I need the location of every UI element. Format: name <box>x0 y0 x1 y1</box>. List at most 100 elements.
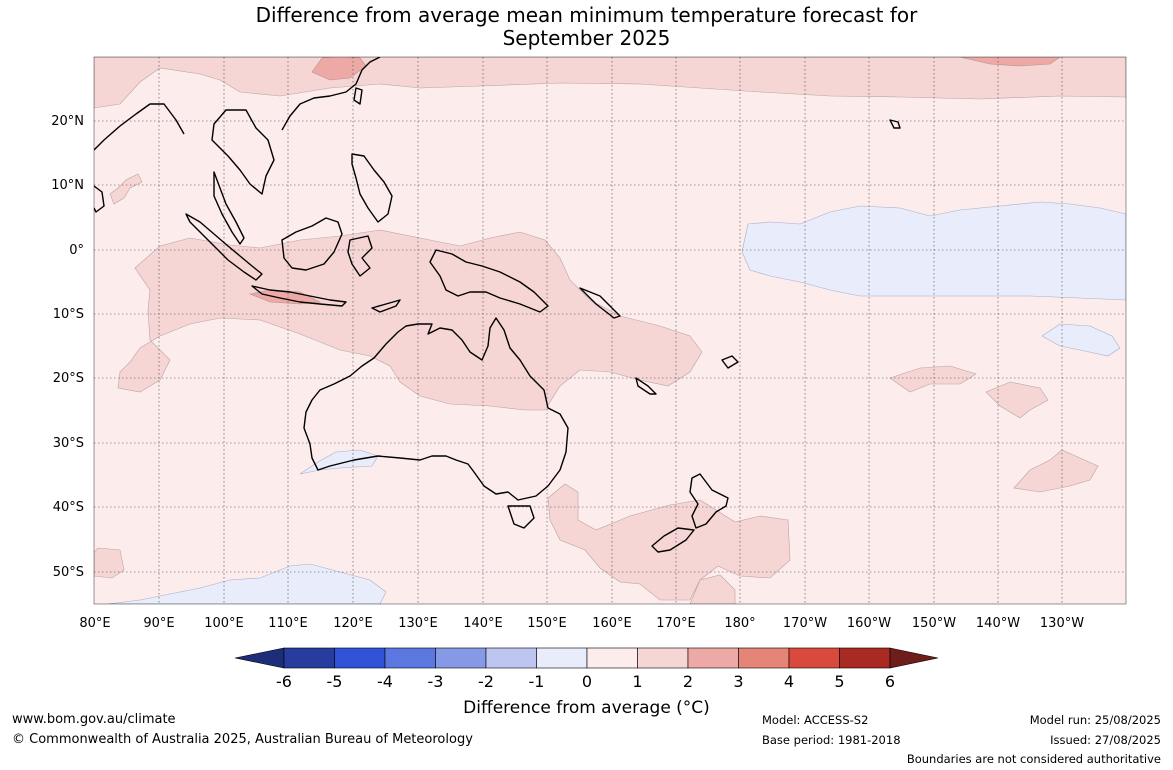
colorbar-segment <box>435 647 487 669</box>
colorbar-segment <box>839 647 891 669</box>
colorbar-segment <box>586 647 638 669</box>
lat-label: 10°S <box>53 307 84 322</box>
colorbar-under-arrow <box>234 647 285 669</box>
new-caledonia-coast <box>635 377 657 395</box>
hawaii-coast <box>889 119 901 129</box>
colorbar-segment <box>687 647 739 669</box>
colorbar-tick-label: -1 <box>529 672 545 691</box>
lon-label: 170°W <box>783 616 827 631</box>
colorbar-segment <box>536 647 588 669</box>
lat-label: 20°N <box>51 114 84 129</box>
colorbar-tick-label: 4 <box>784 672 794 691</box>
colorbar-segment <box>788 647 840 669</box>
colorbar-segment <box>738 647 790 669</box>
lon-label: 140°W <box>976 616 1020 631</box>
title-line-2: September 2025 <box>502 26 671 50</box>
new-guinea-coast <box>429 249 549 313</box>
sulawesi-coast <box>347 235 373 277</box>
colorbar-tick-label: -3 <box>428 672 444 691</box>
lat-label: 50°S <box>53 565 84 580</box>
website-text: www.bom.gov.au/climate <box>12 712 176 727</box>
colorbar-tick-label: -4 <box>377 672 393 691</box>
cool-region-pacific-small <box>1041 323 1121 357</box>
lon-label: 100°E <box>204 616 244 631</box>
forecast-map: 20°N 10°N 0° 10°S 20°S 30°S 40°S 50°S 80… <box>51 56 1127 691</box>
india-coast <box>94 103 185 151</box>
lon-label: 150°E <box>527 616 567 631</box>
lat-label: 10°N <box>51 178 84 193</box>
indochina-coast <box>211 109 275 195</box>
warm-region-maritime <box>117 229 703 411</box>
colorbar-segment <box>384 647 436 669</box>
colorbar-tick-label: -2 <box>478 672 494 691</box>
lon-label: 130°W <box>1040 616 1084 631</box>
colorbar-segment <box>283 647 335 669</box>
colorbar-tick-label: 1 <box>632 672 642 691</box>
map-title: Difference from average mean minimum tem… <box>0 4 1173 50</box>
lon-label: 150°W <box>912 616 956 631</box>
china-coast <box>281 57 381 131</box>
disclaimer-text: Boundaries are not considered authoritat… <box>906 752 1161 766</box>
latitude-labels: 20°N 10°N 0° 10°S 20°S 30°S 40°S 50°S <box>51 114 84 580</box>
sumatra-coast <box>185 213 263 281</box>
warm-region-pacific-2 <box>985 381 1049 419</box>
north-island-nz <box>689 473 729 529</box>
colorbar-tick-label: 2 <box>683 672 693 691</box>
hot-region-china <box>311 57 367 81</box>
warm-region-nz <box>547 483 791 601</box>
anomaly-contours <box>94 57 1126 604</box>
warm-region-west <box>94 547 125 579</box>
borneo-coast <box>281 217 343 271</box>
colorbar-segments <box>283 647 891 669</box>
lon-label: 160°W <box>847 616 891 631</box>
longitude-labels: 80°E 90°E 100°E 110°E 120°E 130°E 140°E … <box>79 616 1084 631</box>
lat-label: 40°S <box>53 500 84 515</box>
colorbar-tick-label: 5 <box>834 672 844 691</box>
colorbar-title: Difference from average (°C) <box>463 698 710 718</box>
colorbar-tick-labels: -6 -5 -4 -3 -2 -1 0 1 2 3 4 5 6 <box>276 672 895 691</box>
lon-label: 110°E <box>268 616 308 631</box>
lon-label: 160°E <box>592 616 632 631</box>
south-island-nz <box>651 527 695 553</box>
graticule <box>94 57 1126 604</box>
colorbar: -6 -5 -4 -3 -2 -1 0 1 2 3 4 5 6 <box>234 647 939 691</box>
philippines-coast <box>351 153 393 223</box>
warm-region-bay <box>109 173 143 205</box>
warm-region-pacific-3 <box>1013 449 1099 493</box>
java-coast <box>251 285 347 307</box>
lon-label: 80°E <box>79 616 110 631</box>
map-frame <box>93 56 1127 605</box>
tasmania-coast <box>507 505 535 529</box>
warm-region-pacific-1 <box>889 365 977 393</box>
lon-label: 170°E <box>656 616 696 631</box>
base-period-text: Base period: 1981-2018 <box>762 733 901 747</box>
lat-label: 20°S <box>53 371 84 386</box>
colorbar-tick-label: 6 <box>885 672 895 691</box>
hot-region-north-pacific <box>959 57 1061 67</box>
copyright-text: © Commonwealth of Australia 2025, Austra… <box>12 732 473 747</box>
colorbar-segment <box>637 647 689 669</box>
solomon-coast <box>579 287 621 319</box>
title-line-1: Difference from average mean minimum tem… <box>255 3 918 27</box>
model-text: Model: ACCESS-S2 <box>762 713 869 727</box>
coastlines <box>94 57 901 553</box>
lat-label: 0° <box>69 243 84 258</box>
lon-label: 180° <box>724 616 755 631</box>
malay-peninsula-coast <box>213 171 245 245</box>
timor-coast <box>371 299 401 313</box>
fiji-coast <box>721 355 739 369</box>
sri-lanka-coast <box>94 185 105 213</box>
lat-label: 30°S <box>53 436 84 451</box>
colorbar-tick-label: -6 <box>276 672 292 691</box>
colorbar-over-arrow <box>889 647 939 669</box>
warm-region-south <box>689 574 736 604</box>
colorbar-segment <box>485 647 537 669</box>
taiwan-coast <box>353 87 363 105</box>
colorbar-tick-label: 0 <box>582 672 592 691</box>
cool-region-southern-ocean <box>107 563 387 604</box>
lon-label: 90°E <box>143 616 174 631</box>
colorbar-tick-label: 3 <box>733 672 743 691</box>
colorbar-segment <box>334 647 386 669</box>
lon-label: 120°E <box>333 616 373 631</box>
australia-coast <box>303 317 569 501</box>
